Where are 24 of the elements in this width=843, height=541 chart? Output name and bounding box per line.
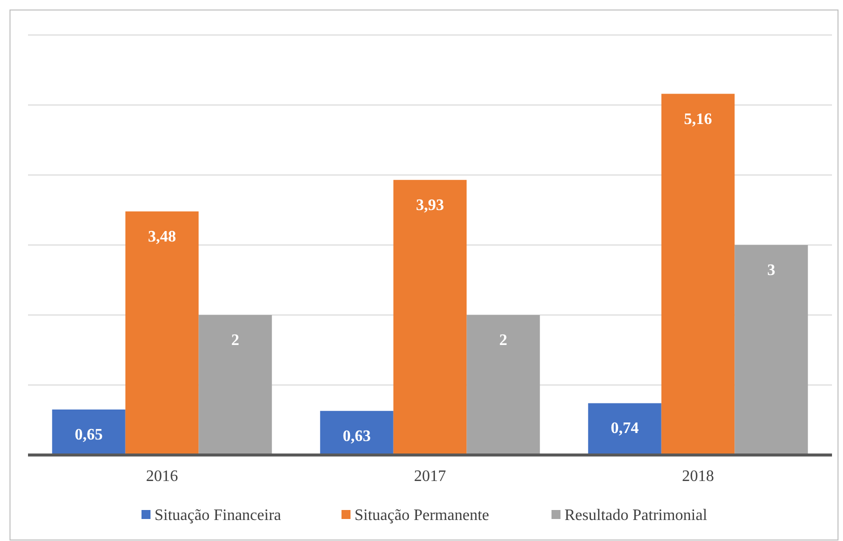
bar (466, 315, 540, 455)
legend-label: Situação Permanente (354, 507, 490, 524)
bar (52, 410, 126, 455)
data-label: 3,48 (148, 228, 176, 246)
data-label: 0,65 (74, 426, 103, 444)
data-label: 3,93 (416, 196, 444, 214)
data-label: 5,16 (684, 110, 712, 128)
data-label: 3 (767, 262, 776, 279)
data-label: 2 (231, 332, 240, 349)
legend-label: Resultado Patrimonial (564, 507, 708, 524)
bar (125, 211, 199, 455)
x-tick-label: 2016 (146, 468, 178, 485)
bar (393, 180, 467, 455)
bar (198, 315, 272, 455)
x-tick-label: 2018 (682, 468, 714, 485)
bar (588, 403, 662, 455)
bar (734, 245, 808, 455)
data-label: 2 (499, 332, 508, 349)
data-label: 0,74 (610, 420, 639, 438)
bar (320, 410, 394, 455)
legend-label: Situação Financeira (154, 507, 282, 524)
bar (661, 94, 735, 455)
x-tick-label: 2017 (414, 468, 446, 485)
data-label: 0,63 (342, 428, 371, 445)
